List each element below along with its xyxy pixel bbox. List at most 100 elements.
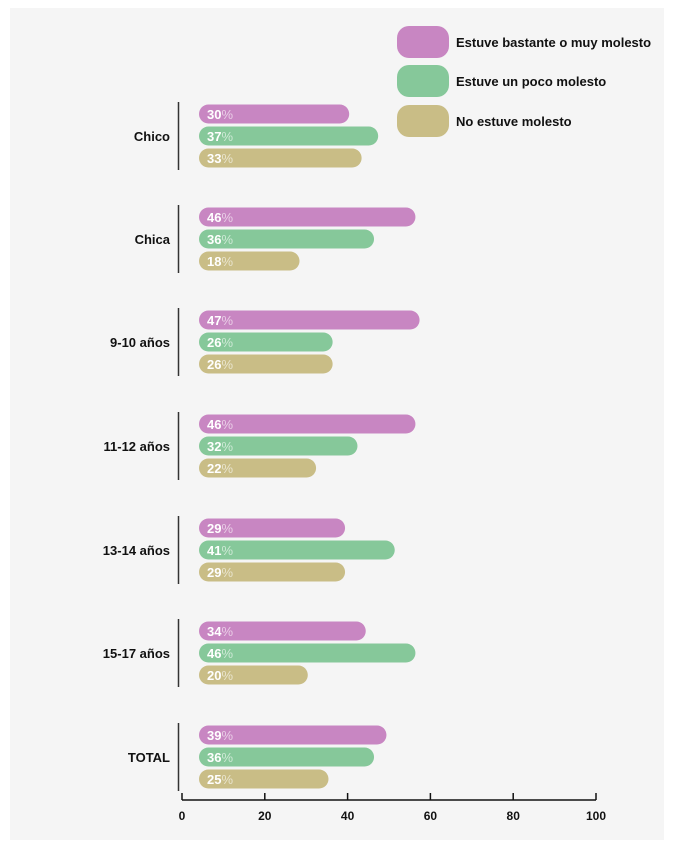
- data-label: 29%: [207, 565, 233, 580]
- data-label: 41%: [207, 543, 233, 558]
- bar: [199, 562, 346, 582]
- data-label-unit: %: [221, 646, 233, 661]
- data-label-unit: %: [221, 624, 233, 639]
- data-label-unit: %: [221, 543, 233, 558]
- grouped-bar-chart: Estuve bastante o muy molesto Estuve un p…: [103, 26, 651, 823]
- data-label-value: 20: [207, 668, 221, 683]
- x-tick-label: 80: [507, 809, 521, 823]
- bar: [199, 310, 420, 330]
- category-label: 13-14 años: [103, 543, 170, 558]
- bar: [199, 747, 375, 767]
- chart-background: Estuve bastante o muy molesto Estuve un p…: [10, 8, 664, 840]
- data-label-value: 26: [207, 357, 221, 372]
- data-label-unit: %: [221, 232, 233, 247]
- x-tick-label: 60: [424, 809, 438, 823]
- data-label-value: 29: [207, 521, 221, 536]
- data-label: 20%: [207, 668, 233, 683]
- data-label-unit: %: [221, 254, 233, 269]
- data-label-unit: %: [221, 461, 233, 476]
- data-label-value: 30: [207, 107, 221, 122]
- data-label: 32%: [207, 439, 233, 454]
- data-label-unit: %: [221, 417, 233, 432]
- data-label-value: 47: [207, 313, 221, 328]
- data-label-unit: %: [221, 750, 233, 765]
- bar: [199, 643, 416, 663]
- data-label-value: 32: [207, 439, 221, 454]
- data-label: 37%: [207, 129, 233, 144]
- data-label: 25%: [207, 772, 233, 787]
- data-label-value: 33: [207, 151, 221, 166]
- bar: [199, 354, 333, 374]
- data-label: 46%: [207, 210, 233, 225]
- data-label-value: 46: [207, 646, 221, 661]
- x-tick-label: 20: [258, 809, 272, 823]
- bar: [199, 207, 416, 227]
- legend-label: Estuve un poco molesto: [456, 74, 606, 89]
- data-label-value: 18: [207, 254, 221, 269]
- bar: [199, 104, 350, 124]
- bar: [199, 725, 387, 745]
- category-label: Chico: [134, 129, 170, 144]
- category-label: 15-17 años: [103, 646, 170, 661]
- category-label: Chica: [135, 232, 171, 247]
- bar: [199, 769, 329, 789]
- data-label-value: 29: [207, 565, 221, 580]
- bar: [199, 332, 333, 352]
- data-label-value: 26: [207, 335, 221, 350]
- data-label-value: 41: [207, 543, 221, 558]
- data-label-value: 46: [207, 417, 221, 432]
- data-label-value: 39: [207, 728, 221, 743]
- x-tick-label: 100: [586, 809, 606, 823]
- bar: [199, 540, 395, 560]
- data-label-unit: %: [221, 313, 233, 328]
- bar: [199, 621, 366, 641]
- category-label: 9-10 años: [110, 335, 170, 350]
- bar: [199, 229, 375, 249]
- data-label: 33%: [207, 151, 233, 166]
- bar: [199, 126, 379, 146]
- data-label: 34%: [207, 624, 233, 639]
- bar: [199, 148, 362, 168]
- legend-label: No estuve molesto: [456, 114, 572, 129]
- data-label-unit: %: [221, 107, 233, 122]
- bar: [199, 665, 308, 685]
- bar: [199, 458, 317, 478]
- data-label: 46%: [207, 646, 233, 661]
- data-label: 46%: [207, 417, 233, 432]
- data-label-unit: %: [221, 210, 233, 225]
- data-label-unit: %: [221, 521, 233, 536]
- data-label: 26%: [207, 357, 233, 372]
- legend-swatch: [397, 105, 449, 137]
- bar: [199, 518, 346, 538]
- data-label: 22%: [207, 461, 233, 476]
- data-label-value: 22: [207, 461, 221, 476]
- data-label: 36%: [207, 232, 233, 247]
- legend-swatch: [397, 65, 449, 97]
- legend-swatch: [397, 26, 449, 58]
- bar: [199, 436, 358, 456]
- x-tick-label: 40: [341, 809, 355, 823]
- data-label: 26%: [207, 335, 233, 350]
- data-label-unit: %: [221, 772, 233, 787]
- data-label-value: 36: [207, 232, 221, 247]
- data-label-unit: %: [221, 357, 233, 372]
- bar: [199, 414, 416, 434]
- data-label-unit: %: [221, 439, 233, 454]
- data-label: 18%: [207, 254, 233, 269]
- data-label-unit: %: [221, 335, 233, 350]
- data-label-unit: %: [221, 565, 233, 580]
- category-label: 11-12 años: [104, 439, 171, 454]
- data-label-value: 46: [207, 210, 221, 225]
- data-label-value: 25: [207, 772, 221, 787]
- category-label: TOTAL: [128, 750, 170, 765]
- legend: Estuve bastante o muy molesto Estuve un p…: [397, 26, 651, 137]
- data-label-unit: %: [221, 728, 233, 743]
- x-tick-label: 0: [179, 809, 186, 823]
